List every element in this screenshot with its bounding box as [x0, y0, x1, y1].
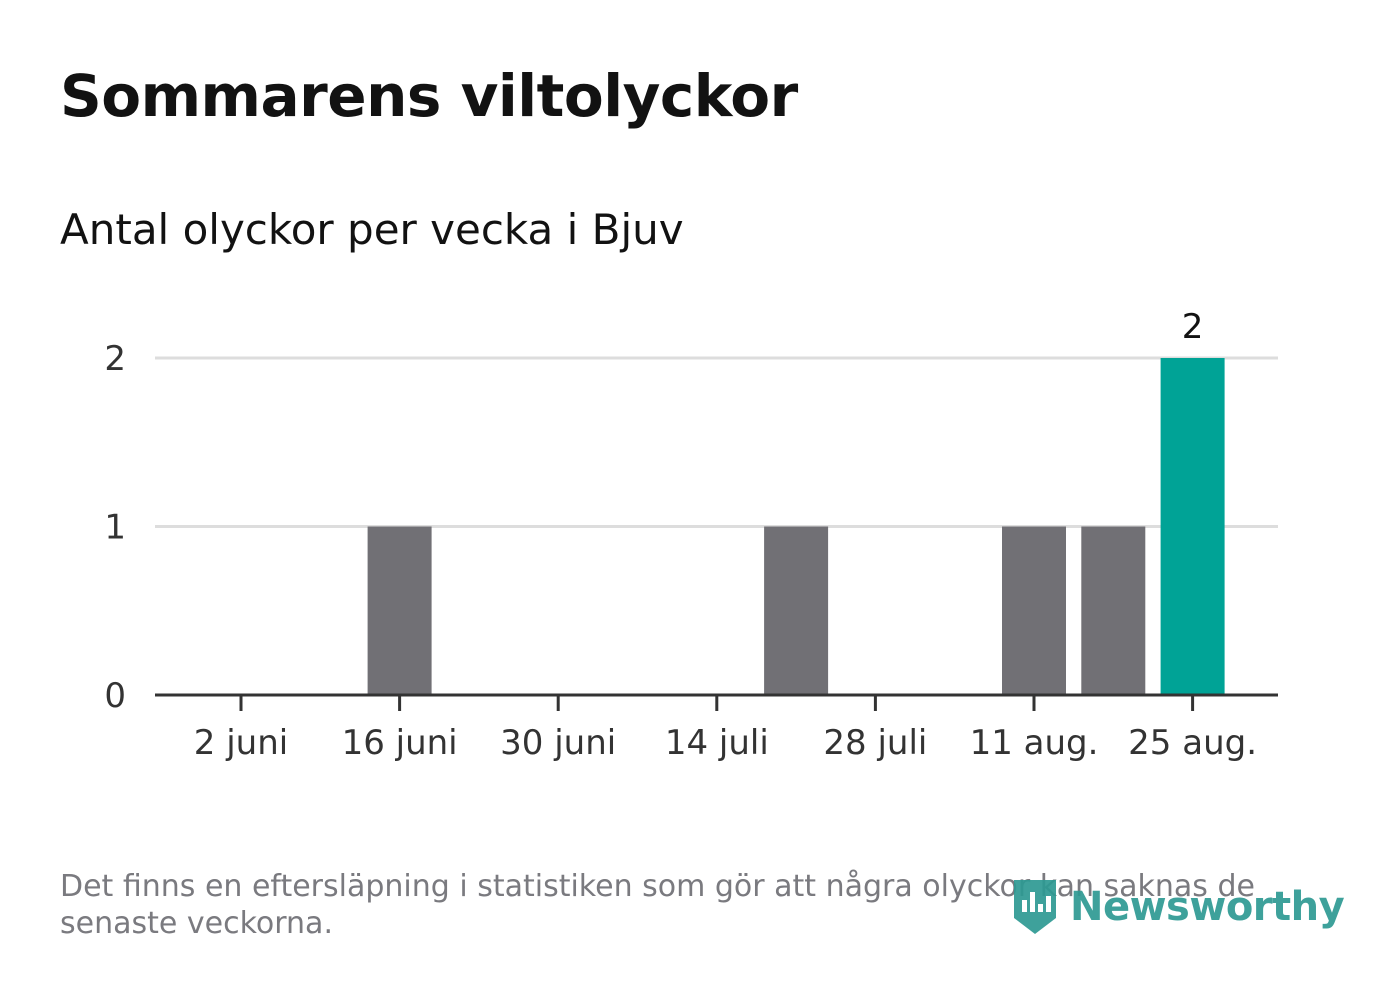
x-tick-label: 11 aug.	[970, 723, 1099, 763]
bar	[1002, 526, 1066, 695]
x-tick-label: 25 aug.	[1128, 723, 1257, 763]
data-label: 2	[1182, 307, 1204, 347]
bar	[367, 526, 432, 695]
bar	[1160, 358, 1225, 695]
y-tick-label: 0	[104, 676, 126, 716]
x-tick-label: 30 juni	[500, 723, 616, 763]
x-tick-label: 28 juli	[823, 723, 927, 763]
x-tick-label: 2 juni	[194, 723, 288, 763]
chart-subtitle: Antal olyckor per vecka i Bjuv	[60, 205, 684, 254]
chart-title: Sommarens viltolyckor	[60, 62, 798, 130]
x-tick-label: 16 juni	[342, 723, 458, 763]
bar	[764, 526, 829, 695]
newsworthy-logo-icon	[1014, 880, 1056, 934]
y-tick-label: 2	[104, 339, 126, 379]
bar	[1081, 526, 1146, 695]
x-tick-label: 14 juli	[665, 723, 769, 763]
y-tick-label: 1	[104, 508, 126, 548]
logo-text: Newsworthy	[1070, 884, 1345, 930]
newsworthy-logo: Newsworthy	[1010, 876, 1345, 938]
